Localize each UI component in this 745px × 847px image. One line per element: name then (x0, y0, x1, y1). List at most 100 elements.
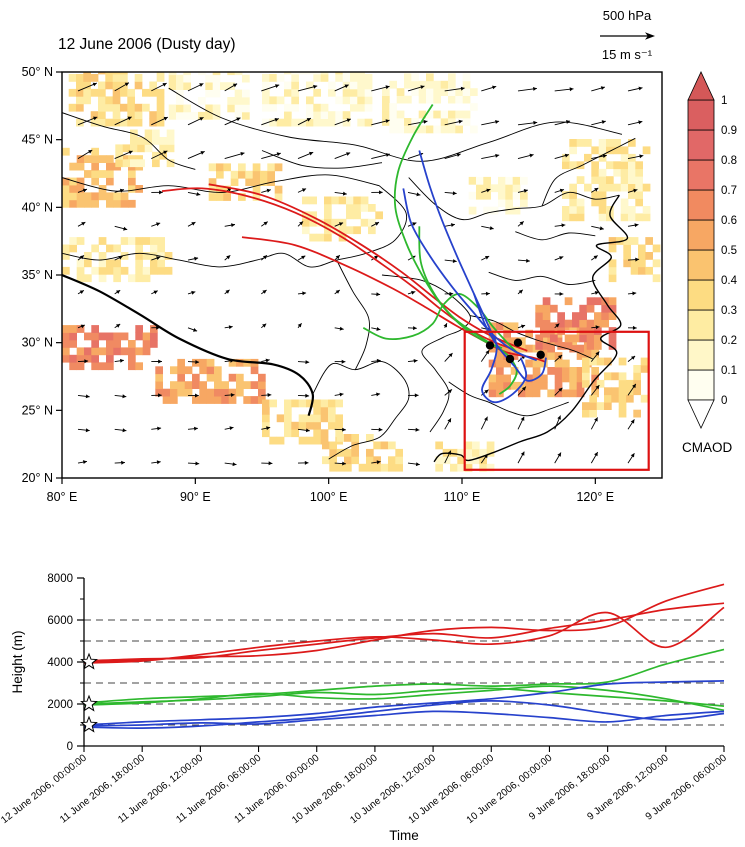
aod-cell (510, 352, 519, 360)
aod-cell (435, 463, 443, 472)
aod-cell (98, 347, 107, 356)
aod-cell (569, 139, 577, 147)
aod-cell (382, 103, 390, 111)
aod-cell (156, 88, 165, 97)
aod-cell (199, 366, 207, 375)
aod-cell (84, 332, 92, 341)
aod-cell (542, 342, 551, 350)
aod-cell (221, 396, 229, 404)
aod-cell (535, 342, 543, 350)
aod-cell (496, 352, 504, 360)
aod-cell (269, 103, 277, 112)
aod-cell (128, 340, 136, 348)
wind-arrow-head (486, 188, 491, 193)
wind-arrow-head (302, 291, 307, 296)
aod-cell (76, 192, 85, 201)
aod-cell (313, 429, 321, 438)
aod-cell (106, 266, 114, 275)
aod-cell (155, 381, 163, 389)
aod-cell (591, 176, 599, 184)
aod-cell (156, 74, 165, 82)
aod-cell (184, 388, 193, 397)
wind-arrow-head (342, 427, 346, 432)
aod-cell (618, 372, 627, 381)
colorbar-segment (687, 159, 715, 191)
wind-arrow-head (447, 450, 451, 455)
aod-cell (418, 110, 427, 119)
aod-cell (633, 365, 641, 373)
aod-cell (98, 88, 106, 97)
aod-cell (464, 441, 473, 450)
aod-cell (586, 342, 595, 350)
aod-cell (183, 104, 191, 113)
aod-cell (389, 110, 397, 119)
aod-cell (620, 153, 629, 162)
colorbar-under-arrow (687, 399, 715, 429)
aod-cell (498, 199, 506, 207)
aod-cell (328, 118, 336, 127)
wind-arrow-head (266, 188, 271, 193)
aod-cell (228, 388, 237, 397)
wind-arrow-head (569, 87, 574, 92)
aod-cell (472, 441, 480, 450)
wind-arrow-head (158, 359, 162, 364)
aod-cell (267, 163, 275, 172)
aod-cell (579, 334, 587, 343)
aod-cell (205, 82, 213, 90)
aod-cell (313, 74, 321, 82)
aod-cell (503, 344, 511, 353)
aod-cell (364, 88, 373, 97)
colorbar-over-arrow (687, 71, 715, 101)
wind-arrow-head (92, 82, 97, 87)
aod-cell (591, 352, 599, 360)
aod-cell (76, 362, 85, 371)
aod-cell (358, 463, 367, 472)
aod-cell (611, 394, 619, 403)
series-green-3 (83, 685, 725, 712)
aod-cell (357, 81, 365, 90)
wind-arrow-head (413, 326, 417, 331)
aod-cell (83, 74, 91, 82)
aod-cell (418, 80, 427, 89)
aod-cell (106, 199, 114, 208)
aod-cell (520, 199, 528, 207)
aod-cell (620, 161, 629, 170)
aod-cell (591, 168, 599, 177)
aod-cell (576, 176, 585, 184)
aod-cell (142, 237, 151, 245)
aod-cell (216, 193, 224, 201)
colorbar-tick-label: 0.6 (721, 215, 737, 227)
wind-arrow-head (341, 359, 346, 364)
aod-cell (142, 340, 151, 348)
aod-cell (547, 367, 555, 375)
aod-cell (236, 388, 244, 397)
aod-cell (156, 103, 165, 112)
wind-arrow-head (267, 393, 272, 397)
wind-arrow-head (229, 426, 234, 431)
aod-cell (388, 463, 396, 472)
aod-cell (389, 80, 397, 89)
aod-cell (350, 72, 358, 75)
aod-cell (122, 144, 131, 153)
aod-cell (328, 414, 336, 423)
aod-cell (455, 88, 463, 96)
aod-cell (83, 96, 91, 105)
aod-cell (157, 259, 165, 268)
aod-cell (76, 237, 85, 245)
aod-cell (479, 463, 487, 472)
aod-cell (503, 329, 511, 338)
aod-cell (579, 312, 587, 320)
aod-cell (547, 344, 555, 353)
aod-cell (562, 374, 570, 383)
aod-cell (562, 191, 570, 199)
aod-cell (227, 82, 235, 90)
aod-cell (230, 178, 239, 186)
aod-cell (620, 213, 629, 222)
aod-cell (223, 163, 231, 172)
aod-cell (62, 252, 70, 260)
aod-cell (462, 110, 471, 119)
aod-cell (221, 388, 229, 397)
aod-cell (598, 146, 607, 155)
aod-cell (611, 387, 619, 396)
aod-cell (623, 237, 631, 245)
